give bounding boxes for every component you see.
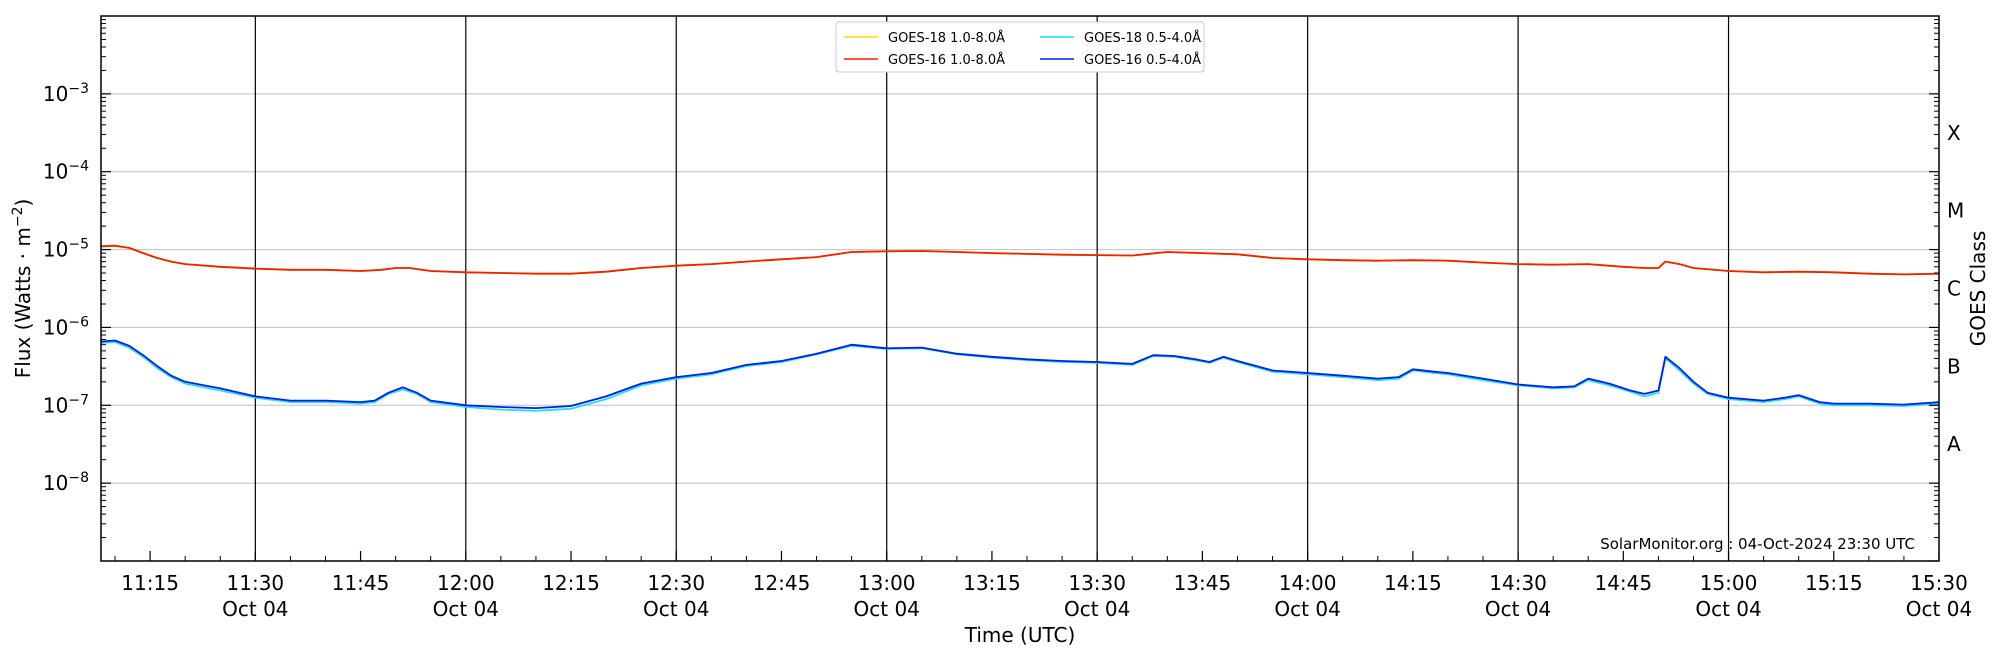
x-tick-time-label: 12:45 — [753, 571, 811, 595]
x-axis-title: Time (UTC) — [964, 623, 1076, 647]
x-tick-time-label: 15:00 — [1700, 571, 1758, 595]
y-tick-base: 10 — [43, 471, 68, 495]
y-tick-base: 10 — [43, 160, 68, 184]
plot-frame — [100, 15, 1940, 562]
goes-class-label: C — [1947, 277, 1961, 301]
goes-class-label: M — [1947, 199, 1964, 223]
y-tick-exponent: −4 — [68, 159, 89, 175]
x-tick-time-label: 15:15 — [1805, 571, 1863, 595]
x-tick-time-label: 11:45 — [332, 571, 390, 595]
right-axis-title: GOES Class — [1966, 231, 1990, 347]
legend-entry-label: GOES-16 0.5-4.0Å — [1084, 52, 1201, 68]
x-tick-time-label: 12:15 — [542, 571, 600, 595]
legend-entry-label: GOES-16 1.0-8.0Å — [888, 52, 1005, 68]
series-line-4 — [100, 339, 1940, 409]
y-tick-label: 10−5 — [43, 237, 89, 262]
x-tick-date-label: Oct 04 — [1064, 597, 1130, 621]
x-tick-time-label: 13:30 — [1068, 571, 1126, 595]
x-tick-date-label: Oct 04 — [433, 597, 499, 621]
x-tick-time-label: 11:15 — [121, 571, 179, 595]
credit-text: SolarMonitor.org : 04-Oct-2024 23:30 UTC — [1600, 535, 1915, 553]
y-tick-base: 10 — [43, 238, 68, 262]
goes-class-label: A — [1947, 432, 1961, 456]
y-axis-title-exponent: −2 — [10, 207, 26, 228]
x-tick-time-label: 12:00 — [437, 571, 495, 595]
y-tick-base: 10 — [43, 315, 68, 339]
y-tick-exponent: −5 — [68, 237, 89, 253]
x-tick-time-label: 14:00 — [1279, 571, 1337, 595]
x-tick-date-label: Oct 04 — [1485, 597, 1551, 621]
series-line-2 — [100, 244, 1940, 276]
y-axis-title: Flux (Watts · m−2) — [10, 199, 35, 379]
x-tick-time-label: 14:15 — [1384, 571, 1442, 595]
x-tick-date-label: Oct 04 — [854, 597, 920, 621]
y-tick-label: 10−6 — [43, 314, 89, 339]
x-tick-date-label: Oct 04 — [1906, 597, 1972, 621]
y-tick-exponent: −7 — [68, 392, 89, 408]
y-tick-exponent: −3 — [68, 81, 89, 97]
x-tick-date-label: Oct 04 — [222, 597, 288, 621]
y-tick-exponent: −6 — [68, 314, 89, 330]
x-tick-time-label: 14:30 — [1489, 571, 1547, 595]
x-tick-date-label: Oct 04 — [1274, 597, 1340, 621]
x-tick-time-label: 11:30 — [227, 571, 285, 595]
y-tick-base: 10 — [43, 82, 68, 106]
x-tick-time-label: 13:15 — [963, 571, 1021, 595]
x-tick-time-label: 14:45 — [1594, 571, 1652, 595]
x-tick-time-label: 13:00 — [858, 571, 916, 595]
legend: GOES-18 1.0-8.0Å GOES-18 0.5-4.0Å GOES-16 … — [835, 21, 1205, 73]
series-layer — [100, 244, 1940, 412]
grid-layer — [101, 16, 1939, 561]
y-tick-label: 10−7 — [43, 392, 89, 417]
y-tick-label: 10−8 — [43, 470, 89, 495]
legend-box — [835, 21, 1205, 73]
x-tick-time-label: 15:30 — [1910, 571, 1968, 595]
x-tick-date-label: Oct 04 — [1695, 597, 1761, 621]
x-tick-time-label: 13:45 — [1174, 571, 1232, 595]
legend-entry-label: GOES-18 1.0-8.0Å — [888, 30, 1005, 46]
legend-entry-label: GOES-18 0.5-4.0Å — [1084, 30, 1201, 46]
goes-class-label: X — [1947, 121, 1961, 145]
y-axis-title-close: ) — [11, 199, 35, 207]
y-tick-exponent: −8 — [68, 470, 89, 486]
goes-class-label: B — [1947, 354, 1961, 378]
y-tick-base: 10 — [43, 393, 68, 417]
x-tick-time-label: 12:30 — [647, 571, 705, 595]
y-tick-label: 10−3 — [43, 81, 89, 106]
x-tick-date-label: Oct 04 — [643, 597, 709, 621]
y-tick-label: 10−4 — [43, 159, 89, 184]
y-axis-title-main: Flux (Watts · m — [11, 227, 35, 378]
